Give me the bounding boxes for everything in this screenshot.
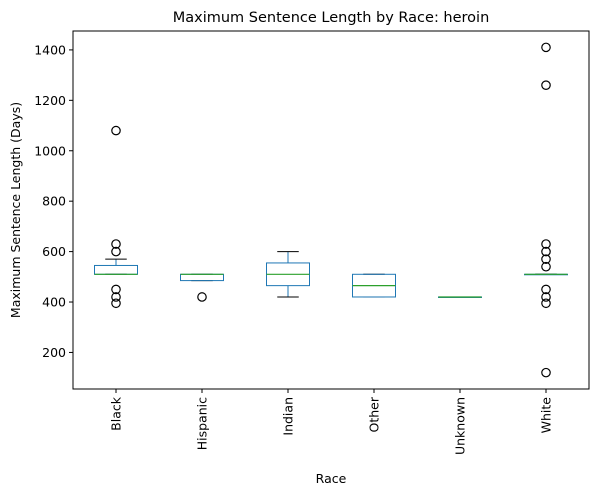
y-tick-label: 200	[42, 345, 66, 360]
x-axis-label: Race	[316, 471, 347, 486]
x-tick-label: Other	[367, 396, 382, 432]
x-tick-label: Black	[109, 396, 124, 431]
outlier-point	[111, 246, 121, 257]
plot-area: 200 400 600 800 1000 1200 1400 Black Hispanic Ind…	[34, 42, 568, 455]
outlier-point	[541, 292, 551, 302]
outlier-point	[541, 284, 551, 295]
outlier-point	[541, 298, 551, 309]
outlier-point	[541, 261, 551, 272]
outlier-point	[541, 254, 551, 264]
y-tick-label: 1400	[34, 42, 66, 57]
outlier-point	[541, 367, 551, 378]
outlier-point	[541, 246, 551, 257]
outlier-point	[111, 239, 121, 249]
outlier-point	[111, 284, 121, 295]
outlier-point	[541, 42, 551, 53]
outlier-point	[111, 125, 121, 136]
y-tick-label: 800	[42, 194, 66, 209]
x-tick-label: Unknown	[453, 397, 468, 455]
y-axis-label: Maximum Sentence Length (Days)	[8, 102, 23, 318]
y-tick-label: 400	[42, 295, 66, 310]
outlier-point	[111, 298, 121, 309]
y-tick-label: 600	[42, 244, 66, 259]
chart-title: Maximum Sentence Length by Race: heroin	[173, 10, 490, 26]
y-tick-label: 1000	[34, 143, 66, 158]
x-tick-label: Indian	[281, 397, 296, 436]
outlier-point	[541, 80, 551, 91]
x-tick-label: White	[539, 397, 554, 434]
outlier-point	[197, 292, 207, 302]
axes-frame	[72, 30, 590, 390]
outlier-point	[111, 292, 121, 302]
y-tick-label: 1200	[34, 93, 66, 108]
outlier-point	[541, 239, 551, 249]
x-tick-label: Hispanic	[195, 397, 210, 450]
